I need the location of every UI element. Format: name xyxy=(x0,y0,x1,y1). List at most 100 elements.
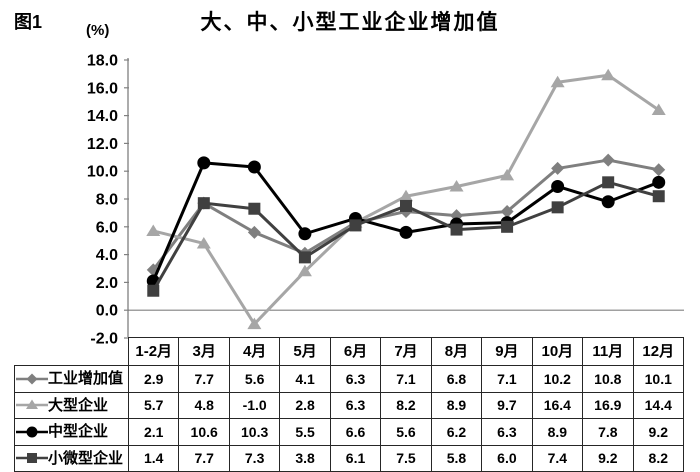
month-header-cell: 9月 xyxy=(481,337,533,366)
value-cell: 7.5 xyxy=(380,444,432,472)
series-name: 大型企业 xyxy=(48,396,109,414)
value-cell: 10.8 xyxy=(582,365,634,393)
value-cell: 4.8 xyxy=(178,391,230,419)
chart-data-table: 1-2月 3月 4月 5月 6月 7月 8月 9月 10月 11月 12月 工业增加值 2.9 7.7 5.… xyxy=(14,337,685,472)
value-cell: 6.6 xyxy=(329,418,382,446)
marker-square xyxy=(501,220,514,233)
value-cell: 7.1 xyxy=(481,365,533,393)
y-axis-tick-label: 10.0 xyxy=(87,164,118,181)
month-header-cell: 10月 xyxy=(531,337,584,366)
marker-circle xyxy=(26,426,38,438)
value-cell: 5.8 xyxy=(430,444,483,472)
marker-triangle xyxy=(651,103,666,116)
marker-triangle xyxy=(146,224,161,236)
legend-diamond-icon xyxy=(16,373,48,385)
figure-label: 图1 xyxy=(14,12,43,32)
marker-triangle xyxy=(399,189,413,202)
marker-square xyxy=(197,197,210,210)
value-cell: 14.4 xyxy=(632,391,685,419)
month-header-cell: 12月 xyxy=(632,337,685,366)
value-cell: 10.6 xyxy=(178,418,230,446)
marker-diamond xyxy=(551,161,565,175)
legend-circle-icon xyxy=(16,426,48,438)
marker-triangle xyxy=(500,168,515,181)
marker-square xyxy=(298,251,311,264)
value-cell: 8.9 xyxy=(531,418,584,446)
y-axis-tick-label: 18.0 xyxy=(87,53,118,70)
marker-circle xyxy=(601,195,615,209)
value-cell: 8.9 xyxy=(430,391,483,419)
month-header-cell: 4月 xyxy=(228,337,281,366)
marker-square xyxy=(248,202,261,215)
y-axis-tick-label: 2.0 xyxy=(96,275,118,292)
series-name: 小微型企业 xyxy=(48,449,124,467)
value-cell: 9.2 xyxy=(632,418,685,446)
series-legend-cell: 小微型企业 xyxy=(14,444,129,472)
value-cell: 7.1 xyxy=(380,365,432,393)
marker-diamond xyxy=(601,153,615,167)
marker-circle xyxy=(298,227,312,241)
value-cell: 16.9 xyxy=(582,391,634,419)
value-cell: 5.7 xyxy=(127,391,180,419)
month-header-cell: 5月 xyxy=(279,337,331,366)
legend-square-icon xyxy=(16,453,48,464)
marker-square xyxy=(450,223,463,236)
y-axis-tick-label: 6.0 xyxy=(96,219,118,236)
month-header-cell: 7月 xyxy=(380,337,432,366)
value-cell: 10.3 xyxy=(228,418,281,446)
value-cell: 7.7 xyxy=(178,444,230,472)
marker-square xyxy=(147,284,160,297)
series-name: 中型企业 xyxy=(48,423,109,441)
marker-triangle xyxy=(26,399,38,410)
value-cell: 9.2 xyxy=(582,444,634,472)
table-row: 中型企业 2.1 10.6 10.3 5.5 6.6 5.6 6.2 6.3 8.9 7.8 9.2 xyxy=(14,418,685,446)
marker-circle xyxy=(551,179,565,193)
y-axis-tick-label: 16.0 xyxy=(87,80,118,97)
value-cell: 1.4 xyxy=(127,444,180,472)
table-corner-cell xyxy=(15,338,129,366)
month-header-cell: 8月 xyxy=(430,337,483,366)
series-name: 工业增加值 xyxy=(48,370,124,388)
value-cell: 8.2 xyxy=(380,391,432,419)
value-cell: 6.8 xyxy=(430,365,483,393)
value-cell: 2.1 xyxy=(127,418,180,446)
marker-circle xyxy=(247,160,261,174)
y-axis-unit-label: (%) xyxy=(86,22,110,39)
marker-square xyxy=(400,199,412,212)
value-cell: 6.3 xyxy=(481,418,533,446)
month-header-cell: 11月 xyxy=(582,337,634,366)
month-header-cell: 1-2月 xyxy=(127,337,180,366)
value-cell: -1.0 xyxy=(228,391,281,419)
marker-triangle xyxy=(247,317,262,330)
marker-triangle xyxy=(550,75,565,88)
value-cell: 7.3 xyxy=(228,444,281,472)
marker-square xyxy=(602,176,615,189)
marker-diamond xyxy=(26,373,38,385)
marker-triangle xyxy=(601,68,616,81)
month-header-cell: 6月 xyxy=(329,337,382,366)
y-axis-tick-label: 14.0 xyxy=(87,108,118,125)
marker-circle xyxy=(652,175,666,189)
y-axis-tick-label: 8.0 xyxy=(96,192,118,209)
value-cell: 9.7 xyxy=(481,391,533,419)
value-cell: 6.1 xyxy=(329,444,382,472)
value-cell: 6.3 xyxy=(329,365,382,393)
value-cell: 6.3 xyxy=(329,391,382,419)
series-line xyxy=(151,161,660,282)
marker-triangle xyxy=(196,236,211,249)
y-axis-tick-label: -2.0 xyxy=(90,331,118,348)
y-axis-tick-label: 4.0 xyxy=(96,247,118,264)
table-row: 大型企业 5.7 4.8 -1.0 2.8 6.3 8.2 8.9 9.7 16.4 16.9 14.… xyxy=(14,391,685,419)
value-cell: 10.2 xyxy=(531,365,584,393)
value-cell: 10.1 xyxy=(632,365,685,393)
marker-square xyxy=(349,219,362,232)
value-cell: 6.2 xyxy=(430,418,483,446)
value-cell: 3.8 xyxy=(279,444,331,472)
marker-square xyxy=(27,453,37,464)
value-cell: 5.6 xyxy=(228,365,281,393)
marker-circle xyxy=(197,156,211,170)
value-cell: 5.5 xyxy=(279,418,331,446)
month-header-cell: 3月 xyxy=(178,337,230,366)
value-cell: 7.7 xyxy=(178,365,230,393)
marker-circle xyxy=(399,225,413,239)
